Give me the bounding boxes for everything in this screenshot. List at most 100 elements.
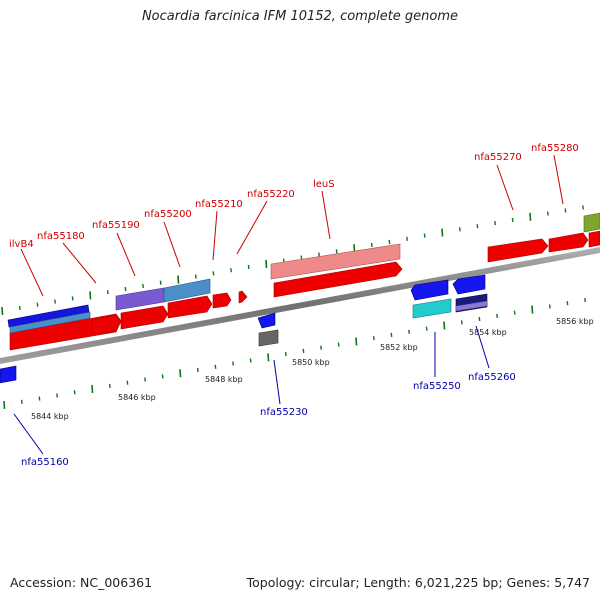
- gene-arrow-edge[interactable]: [588, 230, 600, 248]
- minor-tick: [566, 301, 569, 306]
- minor-tick: [144, 377, 146, 382]
- minor-tick: [302, 348, 305, 353]
- callout-line: [212, 210, 218, 261]
- minor-tick: [390, 332, 393, 338]
- minor-tick: [529, 212, 532, 221]
- minor-tick: [406, 236, 408, 241]
- genome-summary-text: Topology: circular; Length: 6,021,225 bp…: [246, 575, 590, 590]
- callout-lines: [13, 154, 564, 455]
- scale-labels: 5844 kbp 5846 kbp 5848 kbp 5850 kbp 5852…: [31, 317, 594, 421]
- gene-labels-forward: ilvB4 nfa55180 nfa55190 nfa55200 nfa5521…: [9, 143, 579, 250]
- domain-bar-steelblue: [9, 311, 91, 334]
- gene-arrow-leuS[interactable]: [273, 261, 403, 298]
- minor-tick: [91, 385, 94, 394]
- gene-labels-reverse: nfa55160 nfa55230 nfa55250 nfa55260: [21, 372, 516, 468]
- minor-tick: [126, 380, 129, 385]
- minor-tick: [443, 321, 446, 330]
- minor-tick: [582, 205, 584, 210]
- minor-tick: [284, 352, 287, 357]
- minor-tick: [425, 326, 428, 331]
- minor-tick: [370, 242, 373, 248]
- scale-label: 5848 kbp: [205, 375, 243, 384]
- minor-tick: [548, 304, 551, 309]
- gene-label[interactable]: nfa55210: [195, 199, 243, 210]
- minor-tick: [546, 211, 549, 216]
- minor-tick: [265, 259, 268, 268]
- minor-tick: [56, 393, 58, 398]
- minor-tick: [179, 369, 182, 378]
- scale-label: 5846 kbp: [118, 393, 156, 402]
- domain-bar-pink: [270, 243, 401, 280]
- gene-label[interactable]: nfa55230: [260, 407, 308, 418]
- reverse-strand-features: [0, 274, 488, 384]
- minor-tick: [388, 239, 391, 244]
- gene-arrow-nfa55200[interactable]: [167, 295, 213, 319]
- minor-tick: [159, 280, 162, 285]
- gene-label[interactable]: ilvB4: [9, 239, 34, 250]
- gene-arrow-nfa55260[interactable]: [452, 274, 486, 295]
- callout-line: [475, 325, 490, 369]
- minor-tick: [20, 399, 23, 404]
- callout-line: [116, 232, 136, 277]
- gene-label[interactable]: nfa55250: [413, 381, 461, 392]
- scale-label: 5852 kbp: [380, 343, 418, 352]
- minor-tick: [212, 271, 215, 276]
- callout-line: [13, 413, 44, 455]
- gene-label[interactable]: nfa55160: [21, 457, 69, 468]
- minor-tick: [3, 400, 6, 410]
- domain-bar-purple: [455, 300, 488, 312]
- minor-tick: [408, 329, 410, 334]
- minor-tick: [142, 283, 144, 288]
- gene-label[interactable]: nfa55180: [37, 231, 85, 242]
- gene-arrow-nfa55280[interactable]: [548, 232, 589, 253]
- gene-arrow-nfa55160[interactable]: [0, 365, 17, 384]
- callout-line: [321, 190, 331, 240]
- minor-tick: [18, 305, 21, 310]
- gene-arrow-nfa55210[interactable]: [212, 292, 232, 309]
- minor-tick: [124, 286, 127, 292]
- minor-tick: [318, 252, 320, 257]
- minor-tick: [337, 342, 340, 347]
- gene-arrow-nfa55190[interactable]: [120, 305, 169, 330]
- minor-tick: [476, 224, 479, 229]
- callout-line: [273, 359, 281, 405]
- minor-tick: [71, 296, 74, 301]
- gene-label[interactable]: nfa55190: [92, 220, 140, 231]
- gene-arrow-nfa55220[interactable]: [238, 290, 248, 304]
- gene-feature-gray: [258, 329, 279, 347]
- minor-tick: [320, 345, 322, 350]
- minor-tick: [1, 306, 4, 316]
- gene-label[interactable]: nfa55270: [474, 152, 522, 163]
- minor-tick: [54, 299, 56, 304]
- gene-arrow-nfa55230[interactable]: [257, 312, 276, 329]
- gene-label[interactable]: nfa55260: [468, 372, 516, 383]
- minor-tick: [177, 275, 180, 284]
- callout-line: [553, 154, 564, 205]
- gene-arrow-nfa55250[interactable]: [410, 279, 449, 301]
- gene-arrow-nfa55180[interactable]: [91, 314, 122, 335]
- minor-tick: [161, 374, 164, 379]
- gene-label[interactable]: nfa55280: [531, 143, 579, 154]
- minor-tick: [531, 305, 534, 314]
- callout-line: [163, 221, 181, 268]
- minor-tick: [108, 383, 111, 388]
- minor-tick: [460, 320, 463, 325]
- gene-label[interactable]: nfa55220: [247, 189, 295, 200]
- callout-line: [20, 248, 44, 297]
- gene-label[interactable]: nfa55200: [144, 209, 192, 220]
- minor-tick: [372, 336, 375, 341]
- scale-label: 5856 kbp: [556, 317, 594, 326]
- minor-ticks-forward: [1, 205, 584, 316]
- minor-tick: [496, 313, 498, 318]
- accession-text: Accession: NC_006361: [10, 575, 153, 590]
- gene-arrow-nfa55270[interactable]: [487, 238, 549, 263]
- minor-tick: [423, 233, 426, 238]
- gene-label[interactable]: leuS: [313, 179, 335, 190]
- minor-tick: [441, 228, 444, 237]
- callout-line: [62, 242, 97, 284]
- minor-ticks-reverse: [3, 297, 586, 410]
- forward-strand-features: [7, 212, 600, 351]
- domain-bar-olive: [583, 212, 600, 233]
- minor-tick: [584, 297, 586, 303]
